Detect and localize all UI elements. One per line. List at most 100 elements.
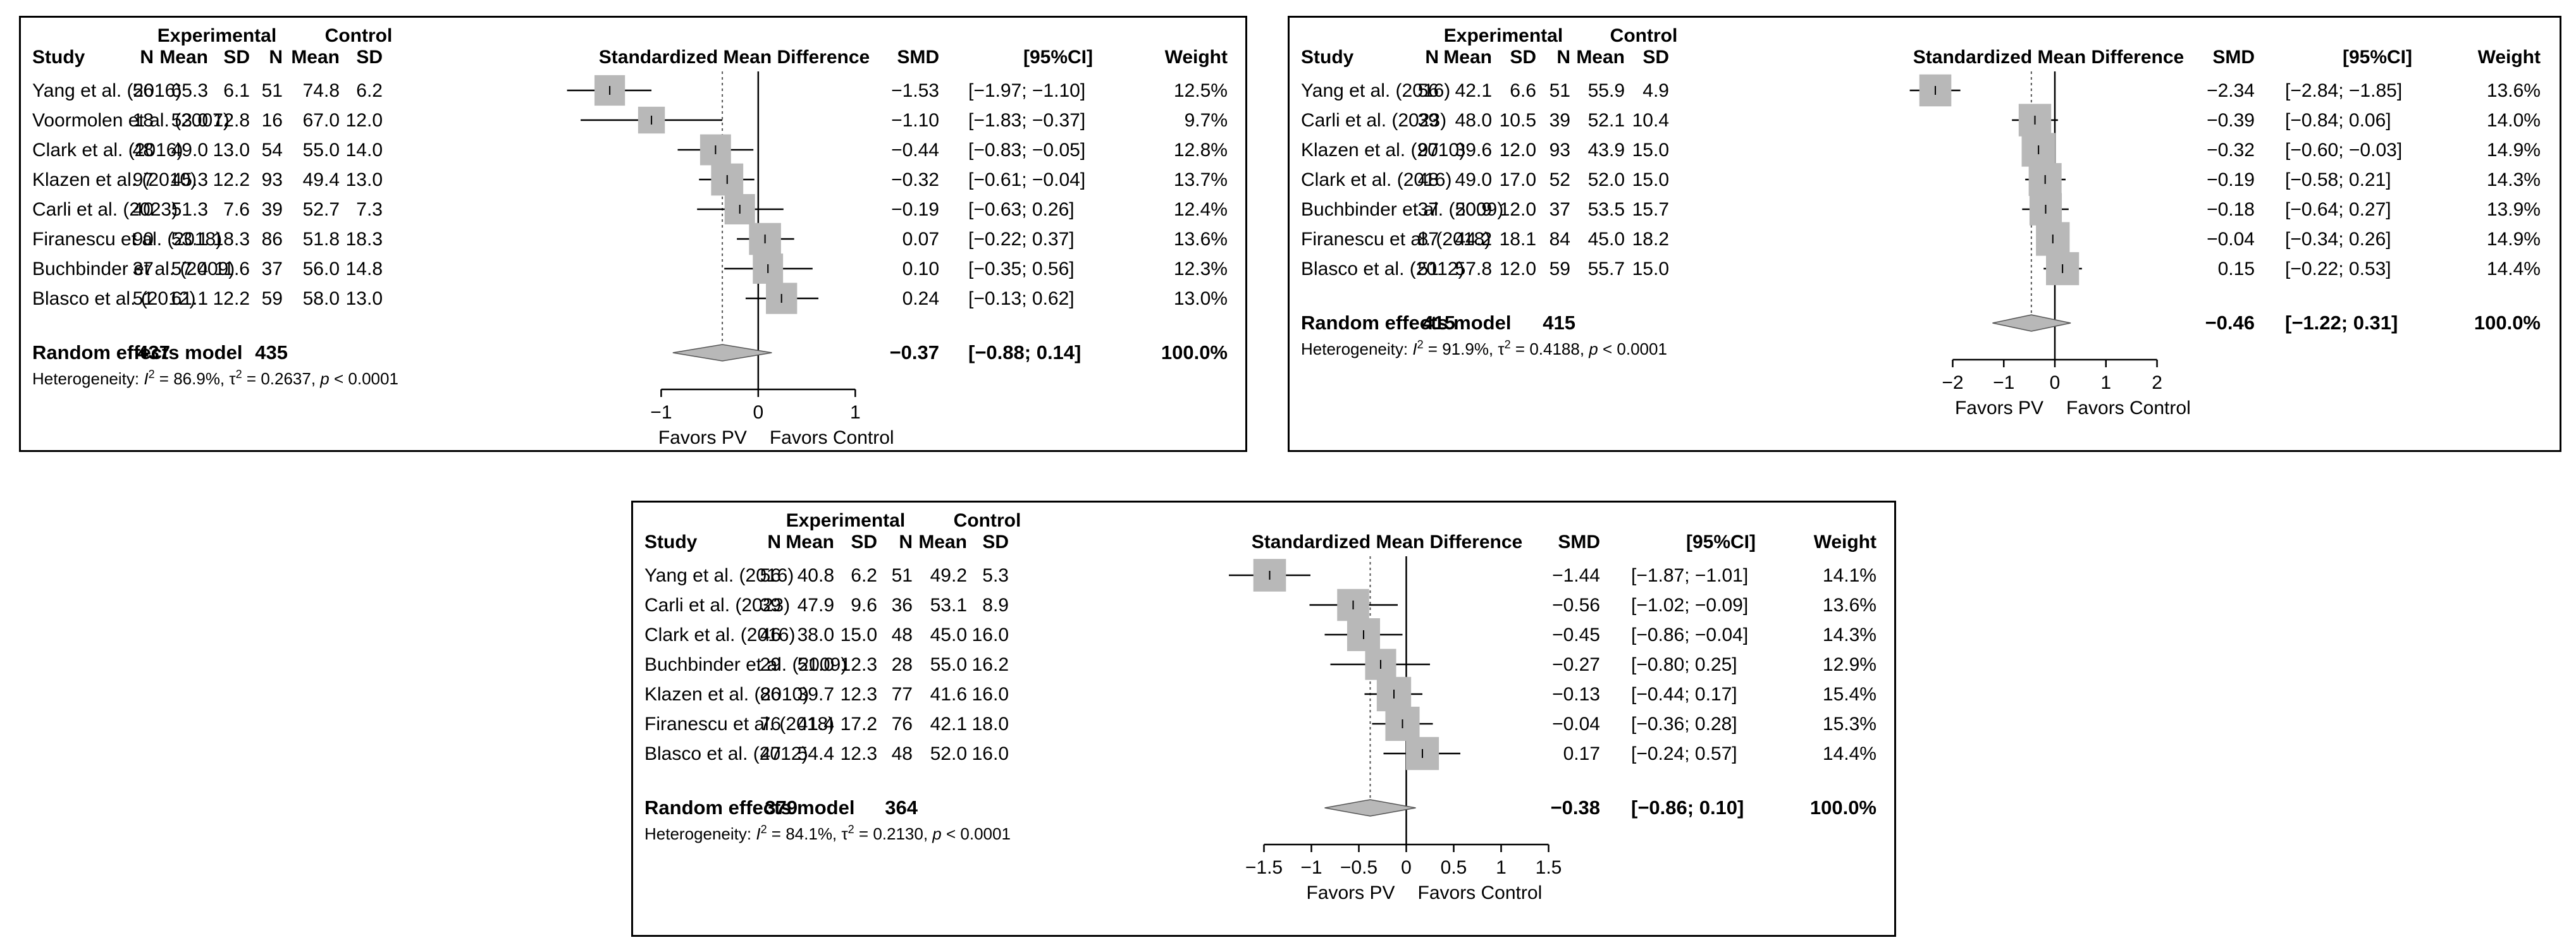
ci-value: [−0.35; 0.56] [968, 259, 1075, 279]
mean-control: 52.0 [930, 743, 967, 764]
smd-value: 0.10 [903, 259, 939, 279]
smd-value: −0.19 [891, 199, 939, 220]
model-n-control: 364 [885, 796, 918, 819]
header-plot: Standardized Mean Difference [599, 47, 870, 68]
header-mean-control: Mean [918, 532, 967, 552]
sd-experimental: 12.2 [213, 288, 250, 309]
n-experimental: 86 [760, 684, 781, 705]
mean-experimental: 53.1 [171, 229, 208, 250]
x-axis: −1.5 −1 −0.5 0 0.5 1 1.5 [1245, 843, 1562, 878]
sd-experimental: 18.1 [1500, 229, 1536, 250]
sd-control: 15.0 [1632, 140, 1669, 161]
mean-experimental: 45.3 [171, 169, 208, 190]
study-name: Carli et al. (2023) [32, 199, 178, 220]
weight-value: 12.3% [1174, 259, 1228, 279]
x-tick-label: 0 [753, 402, 764, 423]
study-row: Firanescu et al. (2018)76 41.4 17.2 76 42.1 1… [644, 706, 1877, 741]
weight-value: 14.3% [2487, 169, 2541, 190]
model-smd: −0.38 [1551, 796, 1600, 819]
smd-value: −0.32 [891, 169, 939, 190]
n-control: 52 [1550, 169, 1570, 190]
smd-value: −0.56 [1552, 595, 1600, 616]
study-name: Yang et al. (2016) [32, 80, 182, 101]
study-row: Carli et al. (2023)40 51.3 7.6 39 52.7 7.3 −0.… [32, 193, 1228, 225]
study-row: Buchbinder et al. (2009)37 50.9 12.0 37 53.5… [1301, 193, 2541, 226]
sd-experimental: 12.2 [213, 169, 250, 190]
sd-experimental: 13.0 [213, 140, 250, 161]
ci-value: [−0.84; 0.06] [2285, 110, 2391, 131]
weight-value: 15.3% [1823, 714, 1877, 735]
mean-experimental: 49.0 [1455, 169, 1492, 190]
weight-value: 12.4% [1174, 199, 1228, 220]
x-tick-label: 1 [1496, 857, 1507, 878]
x-tick-label: 0.5 [1441, 857, 1467, 878]
mean-experimental: 61.1 [171, 288, 208, 309]
sd-control: 16.2 [972, 654, 1009, 675]
x-axis: −1 0 1 [650, 388, 861, 423]
smd-value: −0.04 [2207, 229, 2255, 250]
n-control: 59 [262, 288, 283, 309]
header-experimental: Experimental [786, 510, 905, 531]
sd-experimental: 12.0 [1500, 199, 1536, 220]
n-control: 28 [892, 654, 913, 675]
mean-experimental: 51.0 [798, 654, 834, 675]
header-study: Study [1301, 47, 1354, 68]
x-tick-label: 0 [1401, 857, 1412, 878]
ci-value: [−0.64; 0.27] [2285, 199, 2391, 220]
sd-control: 15.0 [1632, 259, 1669, 279]
header-weight: Weight [2478, 47, 2541, 68]
model-ci: [−0.88; 0.14] [968, 341, 1081, 363]
n-control: 48 [892, 743, 913, 764]
favors-left-label: Favors PV [658, 427, 747, 448]
mean-control: 53.5 [1588, 199, 1625, 220]
ci-value: [−0.34; 0.26] [2285, 229, 2391, 250]
smd-value: −2.34 [2207, 80, 2255, 101]
ci-value: [−0.13; 0.62] [968, 288, 1075, 309]
sd-experimental: 7.6 [223, 199, 250, 220]
sd-control: 18.0 [972, 714, 1009, 735]
favors-right-label: Favors Control [770, 427, 894, 448]
mean-control: 49.2 [930, 565, 967, 586]
study-name: Klazen et al. (2010) [1301, 140, 1465, 161]
x-tick-label: 1 [2100, 372, 2111, 393]
ci-value: [−1.97; −1.10] [968, 80, 1085, 101]
study-row: Clark et al. (2016)46 38.0 15.0 48 45.0 16.0 −… [644, 618, 1877, 652]
mean-experimental: 42.1 [1455, 80, 1492, 101]
sd-experimental: 18.3 [213, 229, 250, 250]
study-name: Firanescu et al. (2018) [1301, 229, 1491, 250]
mean-control: 45.0 [1588, 229, 1625, 250]
n-experimental: 29 [760, 654, 781, 675]
mean-control: 56.0 [303, 259, 340, 279]
header-mean-experimental: Mean [786, 532, 834, 552]
header-smd: SMD [897, 47, 939, 68]
sd-experimental: 12.0 [1500, 140, 1536, 161]
x-tick-label: 1 [850, 402, 861, 423]
header-n-control: N [1556, 47, 1570, 68]
sd-experimental: 6.6 [1510, 80, 1536, 101]
header-mean-experimental: Mean [159, 47, 208, 68]
header-n-control: N [269, 47, 283, 68]
n-experimental: 39 [1418, 110, 1439, 131]
smd-value: −0.13 [1552, 684, 1600, 705]
ci-value: [−1.83; −0.37] [968, 110, 1085, 131]
sd-control: 8.9 [982, 595, 1009, 616]
weight-value: 14.9% [2487, 229, 2541, 250]
n-experimental: 37 [133, 259, 154, 279]
study-row: Firanescu et al. (2018)90 53.1 18.3 86 51.8 1… [32, 223, 1228, 255]
sd-control: 12.0 [346, 110, 383, 131]
header-sd-experimental: SD [1510, 47, 1536, 68]
n-control: 93 [262, 169, 283, 190]
weight-value: 14.9% [2487, 140, 2541, 161]
study-row: Blasco et al. (2012)51 57.8 12.0 59 55.7 15.0… [1301, 252, 2541, 286]
weight-value: 13.9% [2487, 199, 2541, 220]
study-row: Carli et al. (2023)39 47.9 9.6 36 53.1 8.9 −0.… [644, 589, 1877, 621]
sd-control: 6.2 [356, 80, 383, 101]
mean-experimental: 50.9 [1455, 199, 1492, 220]
study-row: Yang et al. (2016)56 42.1 6.6 51 55.9 4.9 −2.3… [1301, 74, 2541, 107]
n-experimental: 46 [760, 625, 781, 645]
n-control: 76 [892, 714, 913, 735]
mean-experimental: 39.7 [798, 684, 834, 705]
study-row: Klazen et al. (2010)97 39.6 12.0 93 43.9 15.0… [1301, 133, 2541, 167]
n-experimental: 90 [133, 229, 154, 250]
